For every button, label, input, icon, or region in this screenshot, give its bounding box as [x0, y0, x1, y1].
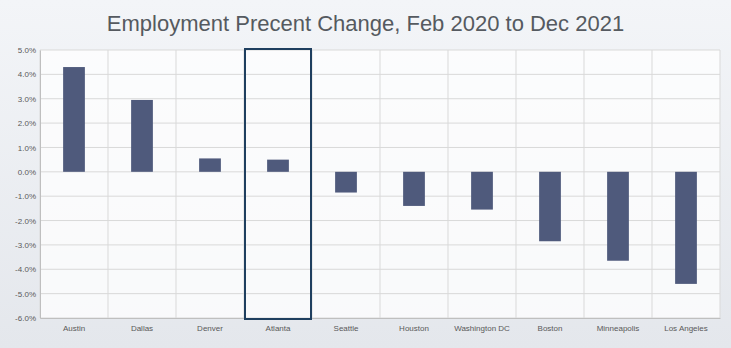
y-tick-label: -1.0% — [15, 192, 36, 201]
bar — [539, 172, 561, 241]
category-divider — [448, 50, 449, 318]
bar — [335, 172, 357, 193]
y-tick: -4.0% — [15, 265, 40, 274]
bar — [675, 172, 697, 284]
y-tick: 1.0% — [18, 144, 40, 153]
plot-area — [40, 50, 720, 318]
bar — [267, 160, 289, 172]
x-tick: Washington DC — [454, 318, 510, 333]
y-tick: -2.0% — [15, 217, 40, 226]
y-tick: 4.0% — [18, 70, 40, 79]
background — [0, 0, 731, 348]
y-tick: -3.0% — [15, 241, 40, 250]
category-divider — [720, 50, 721, 318]
y-tick: 5.0% — [18, 46, 40, 55]
y-tick-label: -2.0% — [15, 217, 36, 226]
category-divider — [40, 50, 41, 318]
y-tick-label: 4.0% — [18, 70, 36, 79]
x-tick: Atlanta — [266, 318, 291, 333]
chart: Employment Precent Change, Feb 2020 to D… — [0, 0, 731, 348]
x-tick-label: Houston — [399, 324, 429, 333]
x-tick: Los Angeles — [664, 318, 708, 333]
bars — [63, 67, 697, 284]
bar — [131, 100, 153, 172]
category-divider — [380, 50, 381, 318]
y-tick-label: -6.0% — [15, 314, 36, 323]
x-tick: Minneapolis — [597, 318, 640, 333]
x-tick: Denver — [197, 318, 223, 333]
y-tick-label: 0.0% — [18, 168, 36, 177]
y-tick: -6.0% — [15, 314, 40, 323]
y-tick-label: 5.0% — [18, 46, 36, 55]
bar — [199, 158, 221, 171]
grid — [40, 50, 720, 318]
y-tick-label: -5.0% — [15, 290, 36, 299]
y-axis-line — [40, 51, 41, 319]
category-divider — [584, 50, 585, 318]
y-tick: -5.0% — [15, 290, 40, 299]
y-tick-label: 1.0% — [18, 144, 36, 153]
x-tick: Dallas — [131, 318, 153, 333]
y-tick: 3.0% — [18, 95, 40, 104]
y-tick-label: -4.0% — [15, 265, 36, 274]
x-tick: Houston — [399, 318, 429, 333]
x-tick-label: Dallas — [131, 324, 153, 333]
x-tick-label: Atlanta — [266, 324, 291, 333]
x-tick-label: Seattle — [334, 324, 359, 333]
title: Employment Precent Change, Feb 2020 to D… — [107, 11, 624, 36]
x-tick: Austin — [63, 318, 85, 333]
x-tick-label: Los Angeles — [664, 324, 708, 333]
y-tick-label: 2.0% — [18, 119, 36, 128]
y-axis: -6.0% -5.0% -4.0% -3.0% -2.0% -1.0% 0.0% 1.0% 2.… — [15, 46, 40, 323]
category-divider — [176, 50, 177, 318]
x-axis-line — [41, 318, 721, 319]
x-tick: Boston — [538, 318, 563, 333]
y-tick: 0.0% — [18, 168, 40, 177]
bar — [403, 172, 425, 206]
bar — [607, 172, 629, 261]
y-tick: -1.0% — [15, 192, 40, 201]
x-axis: Austin Dallas Denver Atlanta Seattle Houston W… — [41, 318, 721, 333]
category-divider — [652, 50, 653, 318]
x-tick-label: Boston — [538, 324, 563, 333]
plot: -6.0% -5.0% -4.0% -3.0% -2.0% -1.0% 0.0% 1.0% 2.… — [15, 46, 720, 333]
highlight-box — [245, 49, 311, 319]
x-tick: Seattle — [334, 318, 359, 333]
category-divider — [108, 50, 109, 318]
bar — [471, 172, 493, 210]
y-tick-label: 3.0% — [18, 95, 36, 104]
x-tick-label: Washington DC — [454, 324, 510, 333]
category-divider — [516, 50, 517, 318]
y-tick: 2.0% — [18, 119, 40, 128]
x-tick-label: Austin — [63, 324, 85, 333]
x-tick-label: Minneapolis — [597, 324, 640, 333]
y-tick-label: -3.0% — [15, 241, 36, 250]
bar — [63, 67, 85, 172]
x-tick-label: Denver — [197, 324, 223, 333]
